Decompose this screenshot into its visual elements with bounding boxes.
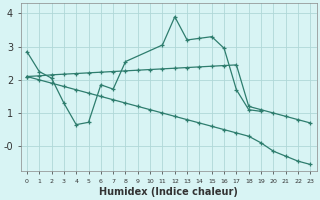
X-axis label: Humidex (Indice chaleur): Humidex (Indice chaleur) — [99, 187, 238, 197]
